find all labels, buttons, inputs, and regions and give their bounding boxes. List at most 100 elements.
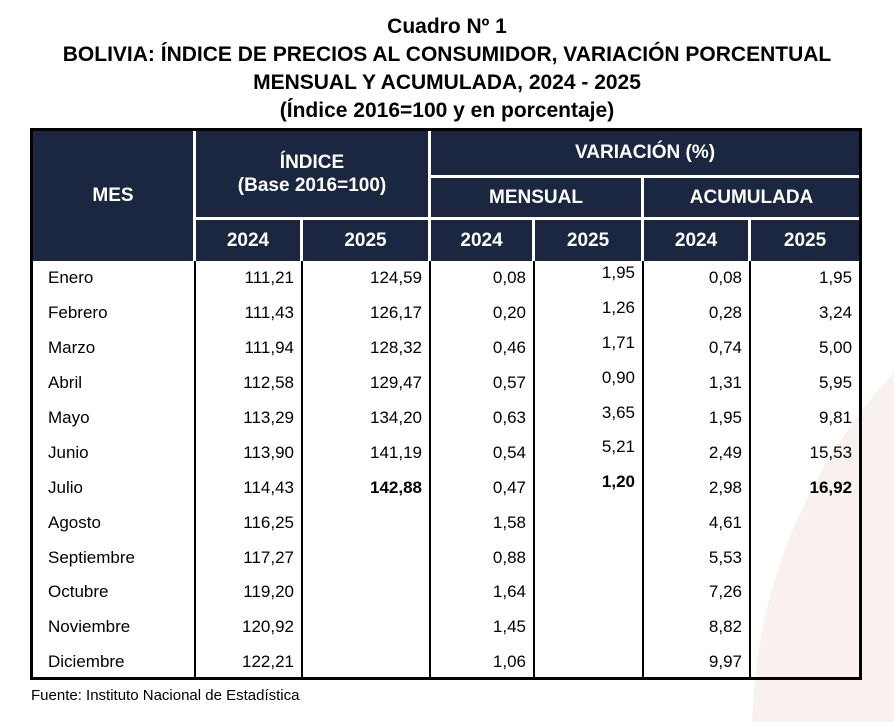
cell-mensual-2025: 5,21 [535,435,645,471]
cell-mensual-2025: 1,20 [535,470,645,506]
cell-indice-2024: 117,27 [196,540,303,576]
cell-acumulada-2025 [751,540,859,575]
table-row-diciembre: Diciembre 122,21 1,06 9,97 [33,644,859,680]
header-variacion: VARIACIÓN (%) [431,131,860,178]
cell-acumulada-2024: 2,49 [644,435,752,471]
cell-acumulada-2024: 0,74 [644,330,752,366]
header-indice-title: ÍNDICE [279,152,345,173]
cell-indice-2025: 128,32 [303,330,432,366]
header-year-acumulada-2025: 2025 [751,220,860,261]
table-row-noviembre: Noviembre 120,92 1,45 8,82 [33,609,859,645]
cell-acumulada-2024: 1,95 [644,400,752,436]
cell-acumulada-2024: 0,28 [644,295,752,331]
cell-acumulada-2025: 9,81 [818,408,853,427]
cell-indice-2024: 120,92 [196,609,303,645]
ipc-table: MES ÍNDICE (Base 2016=100) VARIACIÓN (%)… [33,131,860,680]
cell-acumulada-2025 [751,505,859,540]
subtitle-units: (Índice 2016=100 y en porcentaje) [279,99,615,122]
cell-mes: Agosto [33,505,196,541]
cell-mes: Noviembre [33,609,196,645]
cell-mes: Marzo [33,330,196,366]
header-mensual: MENSUAL [431,178,645,220]
cell-mensual-2025 [535,505,645,541]
cell-indice-2025 [303,644,432,680]
cell-indice-2024: 113,29 [196,400,303,436]
source-note: Fuente: Instituto Nacional de Estadístic… [31,687,300,704]
cell-acumulada-2024: 1,31 [644,365,752,401]
cell-mensual-2024: 0,20 [431,295,536,331]
header-year-indice-2025: 2025 [303,220,432,261]
table-row-julio: Julio 114,43 142,88 0,47 1,20 2,98 16,92 [33,470,859,506]
header-indice: ÍNDICE (Base 2016=100) [196,131,432,220]
cell-mes: Enero [33,261,196,296]
cell-mensual-2025 [535,540,645,576]
cell-acumulada-2025: 1,95 [818,268,853,288]
cell-mes: Febrero [33,295,196,331]
cell-acumulada-2025: 3,24 [818,303,853,323]
table-number-title: Cuadro Nº 1 [387,15,507,38]
header-year-mensual-2024: 2024 [431,220,536,261]
cell-acumulada-2024: 0,08 [644,261,752,296]
header-year-acumulada-2024: 2024 [644,220,752,261]
cell-acumulada-2025: 5,00 [818,338,853,358]
cell-indice-2025 [303,540,432,576]
table-row-junio: Junio 113,90 141,19 0,54 5,21 2,49 15,53 [33,435,859,471]
table-row-marzo: Marzo 111,94 128,32 0,46 1,71 0,74 5,00 [33,330,859,366]
cell-indice-2025: 124,59 [303,261,432,296]
cell-mensual-2025: 0,90 [535,365,645,401]
header-year-mensual-2025: 2025 [535,220,645,261]
cell-indice-2024: 112,58 [196,365,303,401]
main-title-line-1: BOLIVIA: ÍNDICE DE PRECIOS AL CONSUMIDOR… [62,43,832,66]
cell-mensual-2024: 1,64 [431,575,536,610]
cell-mensual-2025: 1,26 [535,295,645,331]
cell-acumulada-2024: 8,82 [644,609,752,645]
cell-acumulada-2025 [751,575,859,610]
cell-indice-2025: 142,88 [303,470,432,506]
table-row-abril: Abril 112,58 129,47 0,57 0,90 1,31 5,95 [33,365,859,401]
cell-mensual-2024: 1,45 [431,609,536,645]
cell-mensual-2024: 0,47 [431,470,536,506]
table-row-octubre: Octubre 119,20 1,64 7,26 [33,575,859,610]
cell-acumulada-2025: 15,53 [809,442,853,462]
cell-indice-2024: 114,43 [196,470,303,506]
cell-mensual-2024: 1,58 [431,505,536,541]
cell-mensual-2025: 1,95 [535,261,645,296]
cell-mes: Septiembre [33,540,196,576]
table-row-septiembre: Septiembre 117,27 0,88 5,53 [33,540,859,576]
cell-indice-2024: 119,20 [196,575,303,610]
cell-mensual-2024: 0,46 [431,330,536,366]
cell-indice-2025 [303,609,432,645]
document-title-block: Cuadro Nº 1 BOLIVIA: ÍNDICE DE PRECIOS A… [0,13,894,125]
cell-mensual-2024: 0,63 [431,400,536,436]
cell-indice-2025 [303,505,432,541]
cell-mes: Julio [33,470,196,506]
main-title-line-2: MENSUAL Y ACUMULADA, 2024 - 2025 [253,71,641,94]
header-year-indice-2024: 2024 [196,220,303,261]
cell-mes: Diciembre [33,644,196,680]
cell-indice-2025: 134,20 [303,400,432,436]
header-acumulada: ACUMULADA [644,178,860,220]
cell-indice-2025: 129,47 [303,365,432,401]
cell-acumulada-2025 [751,645,859,680]
table-row-mayo: Mayo 113,29 134,20 0,63 3,65 1,95 9,81 [33,400,859,436]
header-indice-base: (Base 2016=100) [237,175,387,196]
cell-mensual-2025: 3,65 [535,400,645,436]
cell-mes: Abril [33,365,196,401]
cell-acumulada-2024: 2,98 [644,470,752,506]
cell-mes: Mayo [33,400,196,436]
cell-indice-2024: 111,94 [196,330,303,366]
cell-mensual-2024: 0,54 [431,435,536,471]
cell-mensual-2025 [535,575,645,610]
table-row-agosto: Agosto 116,25 1,58 4,61 [33,505,859,541]
cell-indice-2024: 111,21 [196,261,303,296]
cell-mensual-2024: 0,88 [431,540,536,576]
cell-indice-2024: 113,90 [196,435,303,471]
cell-acumulada-2024: 4,61 [644,505,752,541]
cell-mensual-2024: 0,57 [431,365,536,401]
cell-acumulada-2024: 7,26 [644,575,752,610]
cell-indice-2025: 126,17 [303,295,432,331]
cell-indice-2024: 111,43 [196,295,303,331]
table-row-enero: Enero 111,21 124,59 0,08 1,95 0,08 1,95 [33,261,859,296]
cell-mensual-2024: 1,06 [431,644,536,680]
